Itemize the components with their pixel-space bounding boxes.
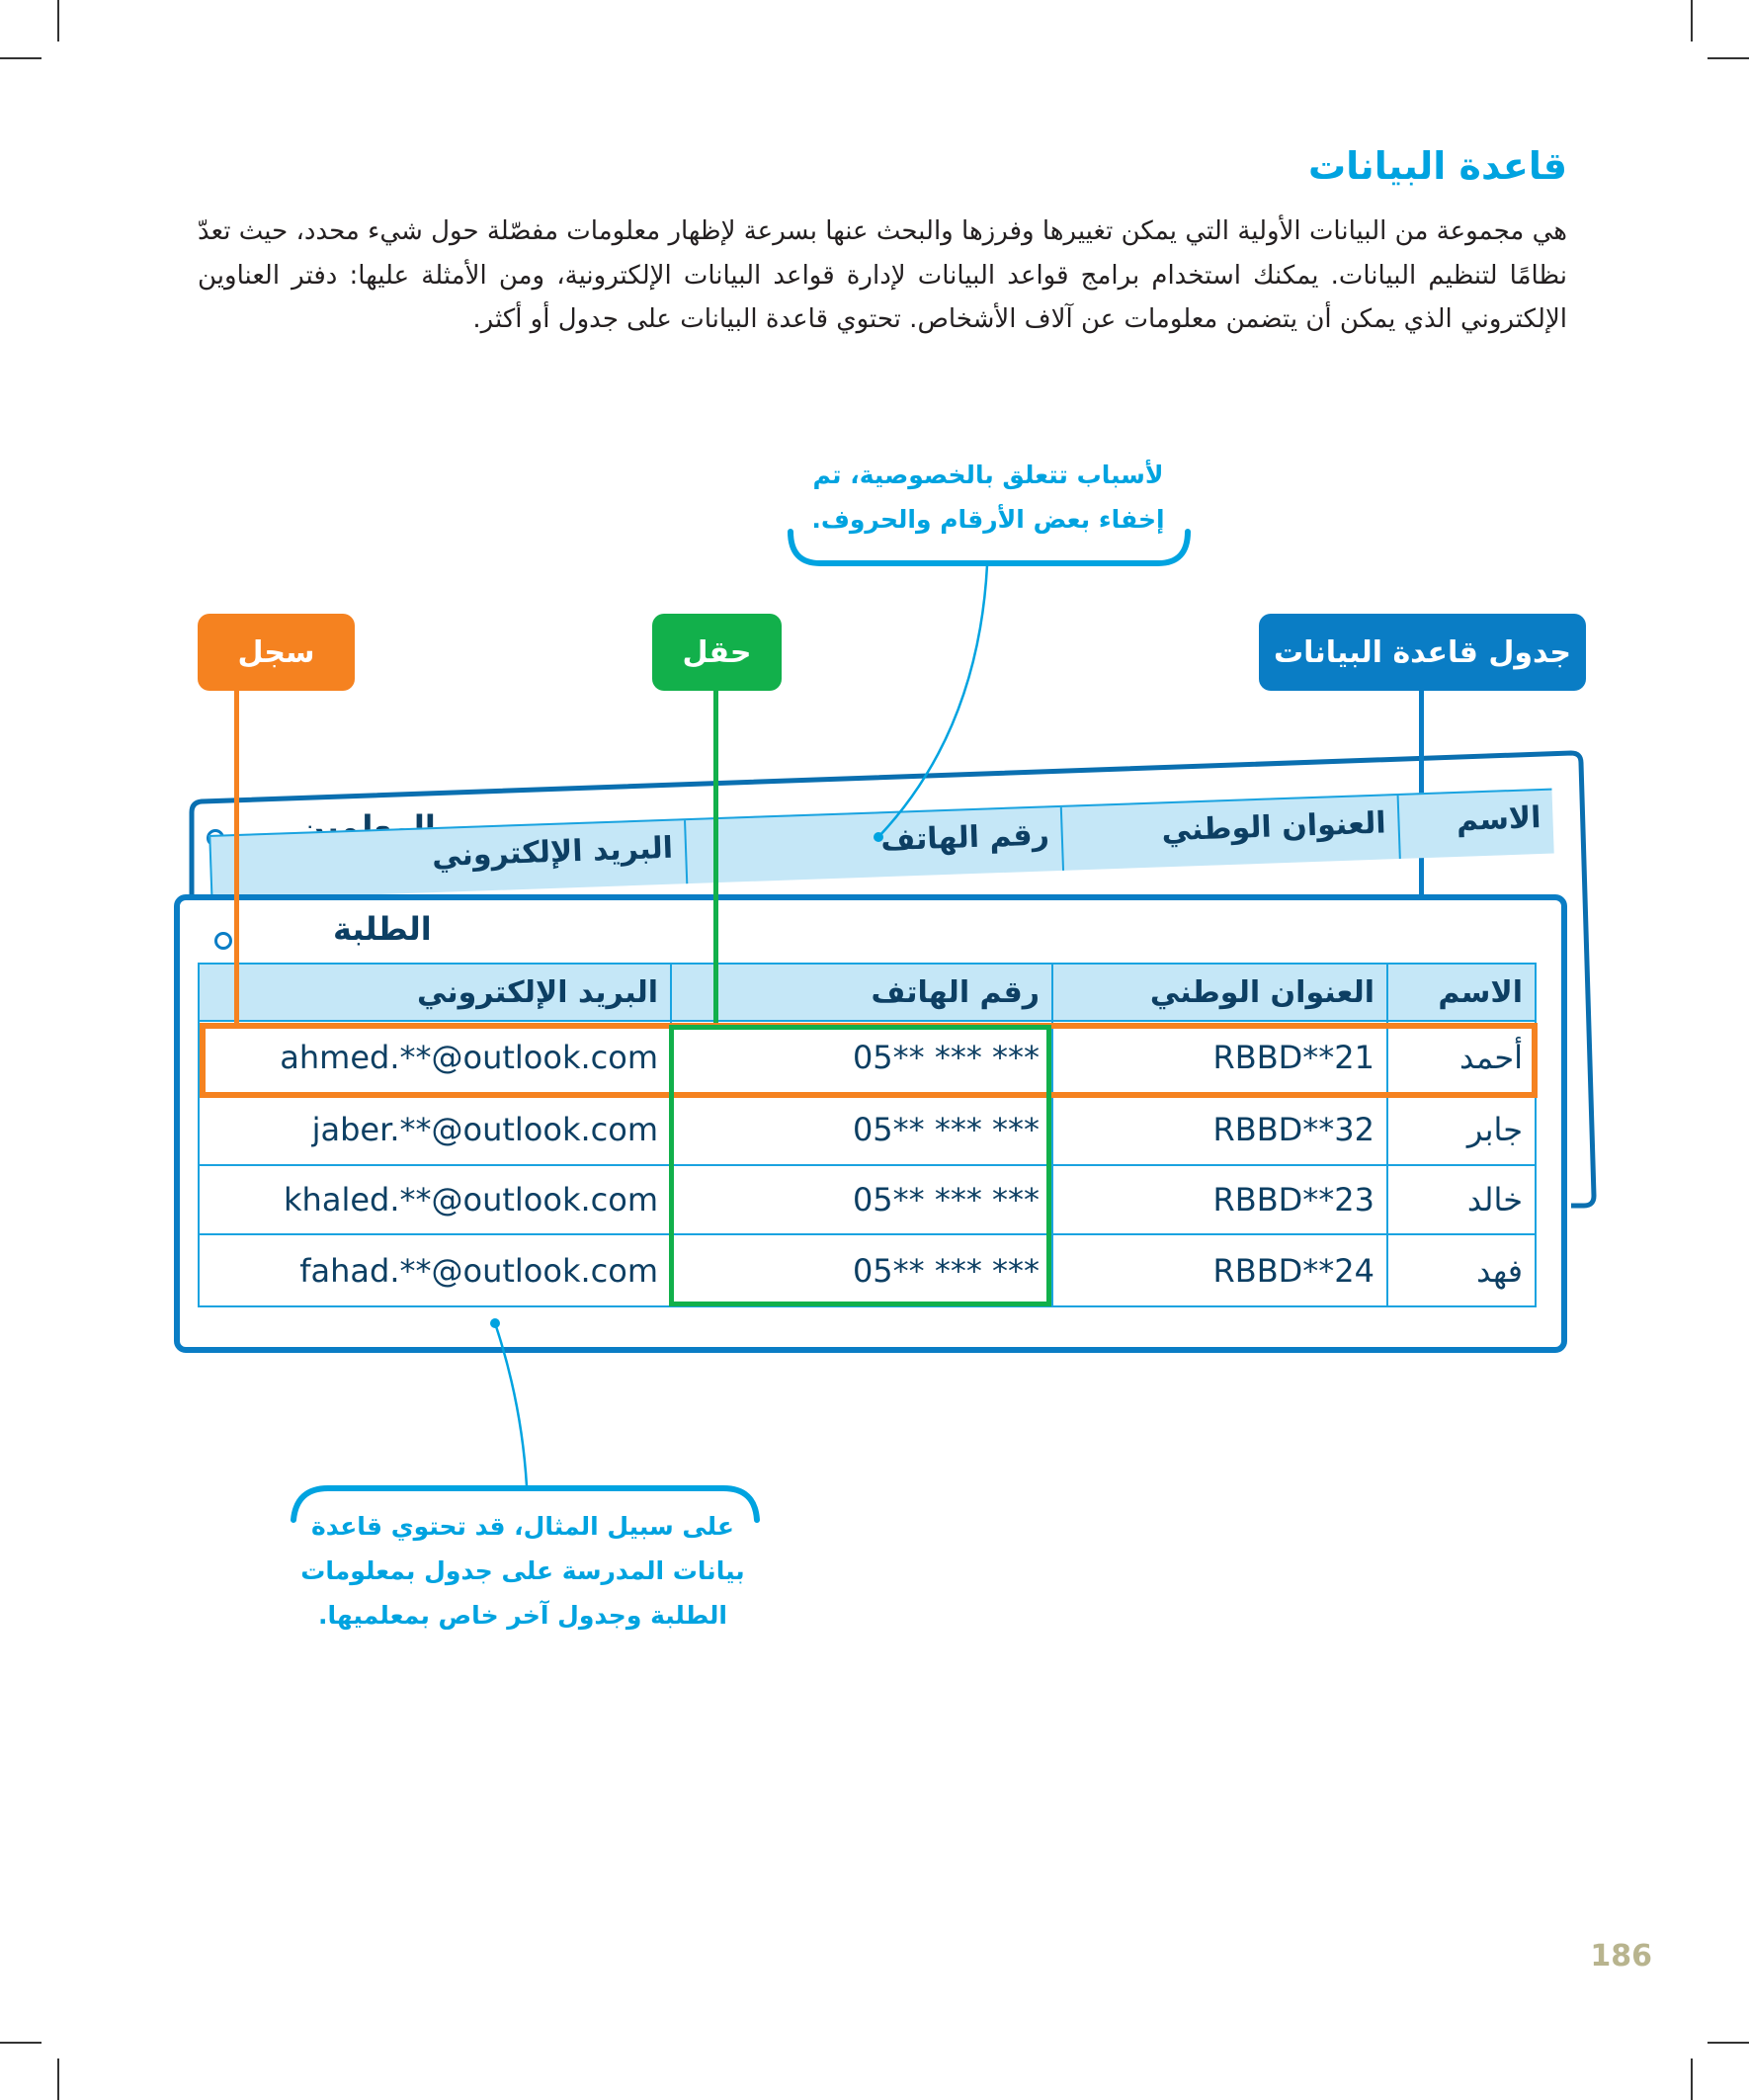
record-connector-line — [234, 691, 239, 1027]
cell-email: jaber.**@outlook.com — [198, 1092, 672, 1166]
teachers-header-national-address: العنوان الوطني — [1059, 796, 1399, 871]
students-table-card: الطلبة الاسم العنوان الوطني رقم الهاتف ا… — [174, 894, 1567, 1353]
field-label-text: حقل — [682, 634, 752, 670]
record-label-text: سجل — [237, 634, 315, 670]
privacy-note-line: لأسباب تتعلق بالخصوصية، تم — [812, 461, 1164, 489]
cell-phone: 05** *** *** — [670, 1092, 1053, 1166]
crop-mark — [1707, 2042, 1749, 2044]
teachers-header-phone: رقم الهاتف — [684, 806, 1063, 884]
database-table-label: جدول قاعدة البيانات — [1259, 614, 1586, 691]
table-row: فهد RBBD**24 05** *** *** fahad.**@outlo… — [198, 1233, 1537, 1307]
cell-email: ahmed.**@outlook.com — [198, 1020, 672, 1094]
table-row: خالد RBBD**23 05** *** *** khaled.**@out… — [198, 1164, 1537, 1235]
cell-name: أحمد — [1386, 1020, 1537, 1094]
cell-national-address: RBBD**24 — [1051, 1233, 1388, 1307]
section-title: قاعدة البيانات — [1307, 144, 1567, 188]
database-table-label-text: جدول قاعدة البيانات — [1274, 634, 1571, 670]
students-table-title: الطلبة — [333, 910, 432, 948]
students-ring-icon — [214, 932, 232, 950]
table-row: أحمد RBBD**21 05** *** *** ahmed.**@outl… — [198, 1020, 1537, 1094]
example-note-line: الطلبة وجدول آخر خاص بمعلميها. — [318, 1601, 727, 1630]
cell-email: fahad.**@outlook.com — [198, 1233, 672, 1307]
field-highlight-box — [669, 1025, 1051, 1306]
section-paragraph: هي مجموعة من البيانات الأولية التي يمكن … — [198, 216, 1567, 334]
header-name: الاسم — [1386, 963, 1537, 1022]
cell-email: khaled.**@outlook.com — [198, 1164, 672, 1235]
crop-mark — [57, 2058, 59, 2100]
cell-national-address: RBBD**23 — [1051, 1164, 1388, 1235]
crop-mark — [0, 57, 42, 59]
record-label: سجل — [198, 614, 355, 691]
table-row: جابر RBBD**32 05** *** *** jaber.**@outl… — [198, 1092, 1537, 1166]
header-national-address: العنوان الوطني — [1051, 963, 1388, 1022]
cell-phone: 05** *** *** — [670, 1164, 1053, 1235]
table-header-row: الاسم العنوان الوطني رقم الهاتف البريد ا… — [198, 963, 1537, 1022]
cell-name: فهد — [1386, 1233, 1537, 1307]
example-note-line: بيانات المدرسة على جدول بمعلومات — [300, 1556, 745, 1585]
cell-name: خالد — [1386, 1164, 1537, 1235]
crop-mark — [0, 2042, 42, 2044]
crop-mark — [1707, 57, 1749, 59]
cell-national-address: RBBD**32 — [1051, 1092, 1388, 1166]
cell-name: جابر — [1386, 1092, 1537, 1166]
students-table: الاسم العنوان الوطني رقم الهاتف البريد ا… — [198, 963, 1537, 1307]
crop-mark — [1691, 0, 1693, 42]
cell-phone: 05** *** *** — [670, 1020, 1053, 1094]
page-number: 186 — [1590, 1939, 1652, 1974]
cell-national-address: RBBD**21 — [1051, 1020, 1388, 1094]
teachers-header-name: الاسم — [1396, 790, 1554, 860]
field-connector-line — [713, 691, 718, 1027]
crop-mark — [57, 0, 59, 42]
crop-mark — [1691, 2058, 1693, 2100]
header-phone: رقم الهاتف — [670, 963, 1053, 1022]
field-label: حقل — [652, 614, 782, 691]
header-email: البريد الإلكتروني — [198, 963, 672, 1022]
